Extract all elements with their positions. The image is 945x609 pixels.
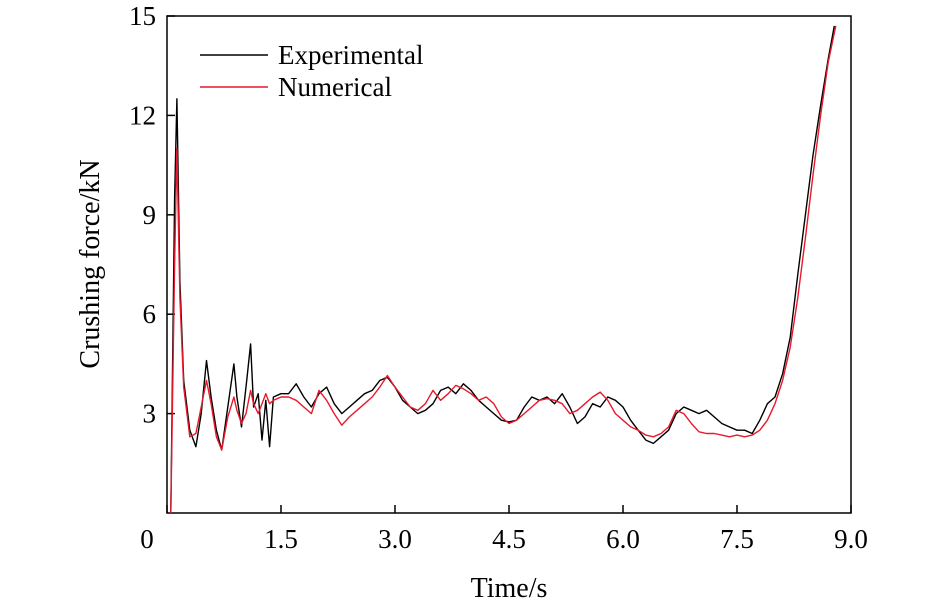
y-tick-label: 12 (129, 100, 156, 130)
series-line-numerical (170, 25, 837, 514)
y-tick-label: 9 (143, 200, 157, 230)
x-tick-label: 4.5 (492, 524, 526, 554)
x-tick-label: 9.0 (834, 524, 868, 554)
series-line-experimental (170, 25, 835, 514)
x-tick-label: 6.0 (606, 524, 640, 554)
x-tick-label: 0 (140, 524, 154, 554)
legend: Experimental Numerical (200, 40, 423, 102)
legend-label-numerical: Numerical (278, 72, 392, 102)
legend-label-experimental: Experimental (278, 40, 423, 70)
x-axis-label: Time/s (471, 573, 548, 604)
x-tick-label: 1.5 (264, 524, 298, 554)
x-tick-label: 3.0 (378, 524, 412, 554)
series-layer (170, 25, 837, 514)
y-axis-label: Crushing force/kN (75, 159, 106, 368)
y-tick-label: 3 (143, 399, 157, 429)
x-axis-ticks: 0 1.5 3.0 4.5 6.0 7.5 9.0 (140, 505, 868, 554)
y-axis-ticks: 3 6 9 12 15 (129, 1, 175, 429)
y-tick-label: 15 (129, 1, 156, 31)
x-tick-label: 7.5 (720, 524, 754, 554)
y-tick-label: 6 (143, 299, 157, 329)
